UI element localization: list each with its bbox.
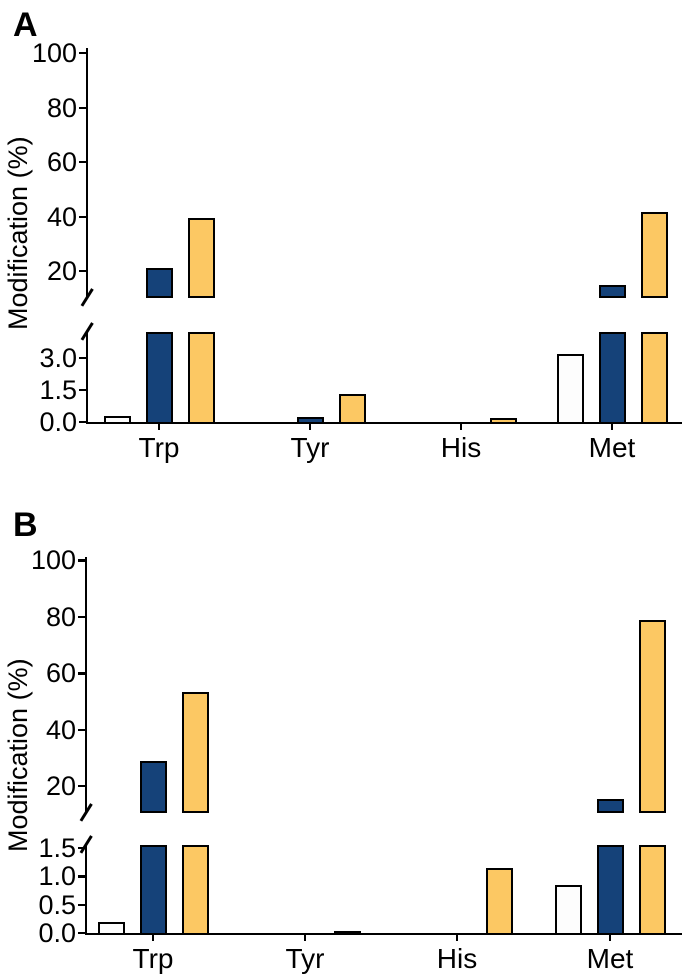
x-category-label: Trp	[132, 943, 174, 974]
orange-bar	[485, 867, 513, 935]
orange-bar	[489, 417, 517, 424]
navy-bar	[596, 845, 624, 935]
x-category-label: Tyr	[285, 943, 325, 974]
y-tick	[78, 615, 85, 619]
x-tick	[609, 935, 612, 941]
y-tick	[79, 357, 86, 360]
orange-bar	[640, 332, 668, 424]
navy-bar	[296, 416, 324, 424]
y-tick-label: 0.0	[39, 407, 77, 437]
y-tick-label: 1.5	[39, 375, 77, 406]
x-category-label: Tyr	[290, 432, 330, 463]
y-tick-label: 40	[45, 714, 76, 745]
y-tick-label: 80	[46, 92, 77, 123]
x-category-label: His	[440, 432, 482, 463]
y-tick-label: 60	[45, 658, 76, 689]
panel-a-letter: A	[13, 6, 38, 44]
x-tick	[309, 424, 312, 430]
y-tick	[78, 932, 85, 935]
y-tick	[78, 785, 85, 788]
y-tick-label: 1.5	[38, 832, 76, 863]
navy-bar-upper	[139, 760, 167, 813]
y-axis-upper-segment	[86, 48, 89, 298]
orange-bar-upper	[181, 691, 209, 813]
y-tick-label: 60	[46, 147, 77, 177]
navy-bar	[145, 332, 173, 424]
white-bar	[103, 415, 131, 424]
y-axis-lower-segment	[86, 332, 89, 424]
x-tick	[460, 424, 463, 430]
white-bar	[556, 353, 584, 424]
white-bar	[554, 884, 582, 935]
y-tick	[78, 672, 85, 675]
y-tick	[78, 846, 85, 850]
y-tick	[78, 559, 85, 562]
white-bar	[97, 921, 125, 935]
y-tick	[78, 903, 85, 907]
navy-bar-upper	[598, 284, 626, 298]
y-tick-label: 100	[30, 545, 76, 576]
x-tick	[158, 424, 161, 430]
y-tick-label: 0.0	[38, 918, 76, 948]
orange-bar	[338, 394, 366, 424]
y-tick	[78, 728, 85, 731]
y-tick	[79, 421, 86, 424]
orange-bar	[187, 332, 215, 424]
y-tick-label: 40	[46, 201, 77, 232]
x-axis-line	[85, 933, 682, 936]
y-tick-label: 20	[46, 256, 77, 286]
y-tick-label: 80	[45, 601, 76, 632]
navy-bar	[598, 332, 626, 424]
orange-bar	[638, 845, 666, 935]
y-tick-label: 1.0	[38, 861, 76, 892]
orange-bar-upper	[640, 212, 668, 298]
y-tick	[79, 215, 86, 218]
x-category-label: Met	[588, 432, 636, 463]
y-tick	[79, 270, 86, 273]
x-category-label: Met	[586, 943, 634, 974]
navy-bar	[139, 845, 167, 935]
orange-bar-upper	[638, 619, 666, 813]
y-tick	[79, 389, 86, 392]
x-category-label: His	[436, 943, 478, 974]
y-tick-label: 3.0	[39, 343, 77, 374]
y-tick-label: 0.5	[38, 889, 76, 920]
y-tick	[78, 875, 85, 878]
orange-bar	[181, 845, 209, 935]
x-tick	[304, 935, 307, 941]
orange-bar	[333, 931, 361, 936]
navy-bar-upper	[145, 268, 173, 298]
y-axis-upper-segment	[85, 557, 88, 813]
x-axis-line	[86, 422, 682, 425]
x-tick	[152, 935, 155, 941]
x-category-label: Trp	[138, 432, 180, 463]
y-tick-label: 20	[45, 771, 76, 801]
y-axis-lower-segment	[85, 845, 88, 935]
orange-bar-upper	[187, 217, 215, 298]
y-tick	[79, 161, 86, 164]
y-tick	[79, 106, 86, 109]
y-tick	[79, 52, 86, 55]
x-tick	[611, 424, 614, 430]
navy-bar-upper	[596, 798, 624, 813]
x-tick	[456, 935, 459, 941]
y-tick-label: 100	[31, 38, 77, 68]
panel-b-letter: B	[13, 506, 38, 544]
